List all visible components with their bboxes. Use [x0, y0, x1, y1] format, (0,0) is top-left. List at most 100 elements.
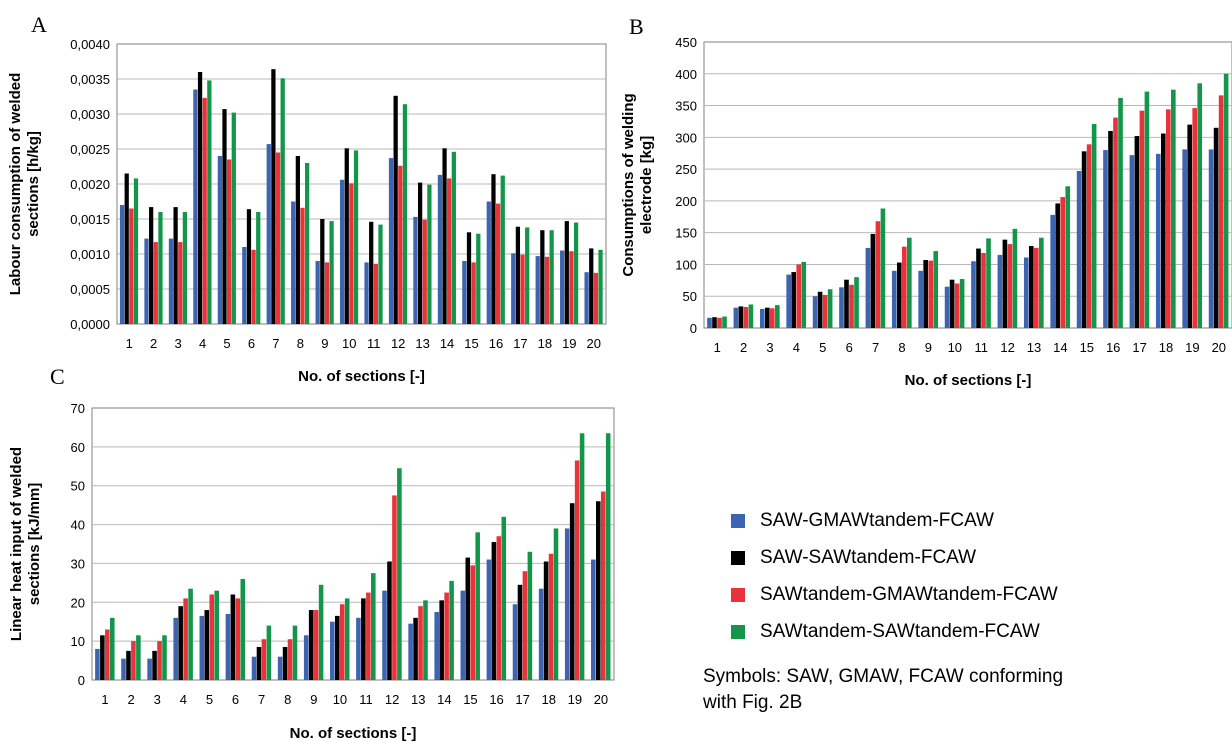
bar	[707, 317, 712, 328]
bar	[538, 588, 544, 680]
bar	[560, 250, 565, 324]
y-tick-label: 0,0010	[70, 247, 110, 262]
bar	[378, 224, 383, 324]
x-tick-label: 19	[1185, 340, 1199, 355]
x-tick-label: 16	[489, 692, 503, 707]
bar	[564, 528, 570, 680]
y-tick-label: 0,0025	[70, 142, 110, 157]
y-tick-label: 70	[71, 401, 85, 416]
bar	[540, 230, 545, 324]
legend-swatch	[731, 587, 745, 602]
bar	[1108, 130, 1113, 328]
bar	[308, 610, 314, 680]
bar	[548, 553, 554, 680]
bar	[277, 656, 283, 680]
y-axis-title: Linear heat input of weldedsections [kJ/…	[8, 447, 43, 641]
bar	[451, 151, 456, 324]
bar	[535, 256, 540, 324]
x-tick-label: 7	[872, 340, 879, 355]
plot-frame	[703, 41, 1232, 329]
bar	[214, 590, 219, 680]
bar	[1160, 133, 1166, 328]
bar	[944, 286, 950, 328]
bar	[1065, 186, 1071, 328]
bar	[271, 69, 276, 324]
bar	[791, 272, 796, 328]
bar	[549, 230, 554, 324]
bar	[153, 242, 158, 324]
x-tick-label: 20	[1212, 340, 1226, 355]
bar	[918, 270, 923, 328]
bar	[339, 604, 345, 680]
bar	[515, 226, 521, 324]
bar	[427, 184, 432, 324]
bar	[275, 152, 281, 324]
bar	[579, 433, 585, 680]
bar	[334, 615, 340, 680]
bar	[605, 433, 611, 680]
x-tick-label: 14	[437, 692, 451, 707]
legend-label: SAWtandem-GMAWtandem-FCAW	[760, 583, 1058, 605]
bar	[157, 641, 162, 680]
y-tick-label: 400	[675, 67, 697, 82]
bar	[520, 254, 525, 324]
bar	[844, 279, 849, 328]
x-tick-label: 12	[385, 692, 399, 707]
bar	[827, 289, 833, 328]
bar	[256, 646, 262, 680]
bar	[204, 610, 210, 680]
y-tick-label: 0,0035	[70, 72, 110, 87]
bar	[361, 598, 366, 680]
bar	[491, 542, 497, 680]
y-tick-label: 350	[675, 99, 697, 114]
bar	[1091, 123, 1097, 329]
bar	[600, 491, 606, 680]
bar	[1223, 73, 1229, 328]
bar	[517, 584, 523, 680]
bar	[144, 238, 149, 324]
bar	[491, 174, 496, 324]
bar	[486, 559, 492, 680]
x-axis-title: No. of sections [-]	[290, 725, 417, 742]
x-tick-label: 9	[925, 340, 932, 355]
x-tick-label: 5	[206, 692, 213, 707]
bar	[315, 261, 320, 324]
bar	[387, 561, 392, 680]
y-tick-label: 150	[675, 226, 697, 241]
y-tick-label: 0,0030	[70, 107, 110, 122]
bar	[584, 272, 589, 324]
bar	[949, 279, 955, 328]
bar	[470, 565, 476, 680]
bar	[418, 606, 423, 680]
bar	[444, 592, 449, 680]
bar	[496, 536, 502, 680]
bar	[251, 656, 257, 680]
bar	[1039, 237, 1044, 328]
bar	[300, 207, 305, 324]
legend-swatch	[731, 550, 745, 565]
x-tick-label: 9	[310, 692, 317, 707]
x-tick-label: 2	[150, 336, 157, 351]
bar	[896, 262, 902, 328]
y-axis-title: Consumptions of weldingelectrode [kg]	[620, 93, 655, 276]
y-tick-label: 0,0015	[70, 212, 110, 227]
bar	[408, 623, 413, 680]
bar	[217, 156, 222, 324]
y-tick-label: 20	[71, 595, 85, 610]
bar	[812, 296, 818, 328]
bar	[149, 207, 154, 324]
bar	[796, 264, 802, 328]
y-tick-label: 100	[675, 257, 697, 272]
bar	[124, 173, 129, 324]
bar	[1218, 95, 1224, 328]
bar	[786, 274, 791, 328]
bar	[168, 238, 174, 324]
x-tick-label: 6	[846, 340, 853, 355]
bar	[839, 287, 844, 328]
x-tick-label: 6	[248, 336, 255, 351]
bar	[182, 212, 188, 324]
bar	[1171, 89, 1176, 328]
bar	[460, 590, 466, 680]
bar	[193, 89, 198, 324]
symbols-note-line-1: Symbols: SAW, GMAW, FCAW conforming	[703, 666, 1064, 687]
